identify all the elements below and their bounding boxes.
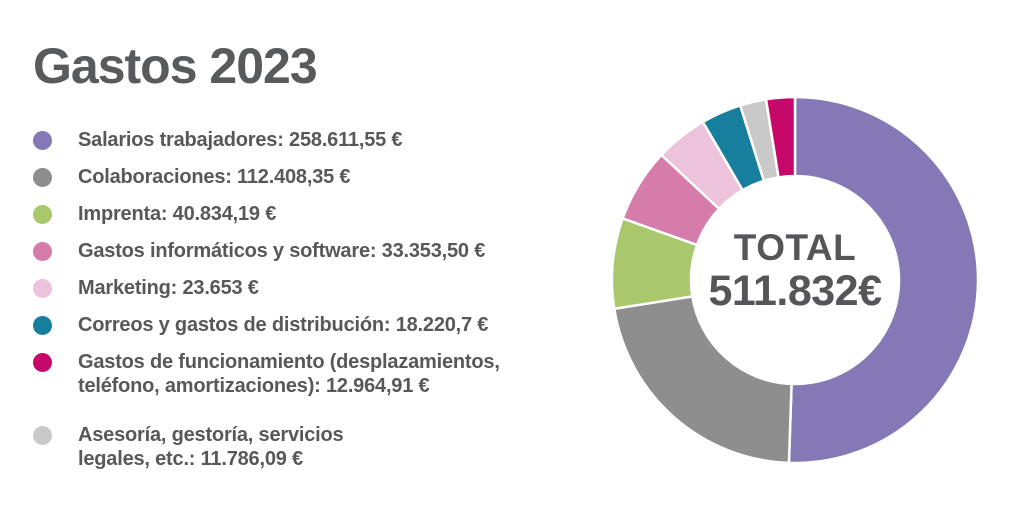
legend-bullet-icon bbox=[33, 205, 52, 224]
legend-item-salarios: Salarios trabajadores: 258.611,55 € bbox=[33, 128, 598, 152]
donut-chart: TOTAL 511.832€ bbox=[600, 85, 990, 475]
donut-chart-svg bbox=[610, 95, 980, 465]
legend-bullet-icon bbox=[33, 426, 52, 445]
legend-label: Imprenta: 40.834,19 € bbox=[78, 203, 277, 225]
legend-item-correos: Correos y gastos de distribución: 18.220… bbox=[33, 313, 598, 337]
legend-label: Gastos informáticos y software: 33.353,5… bbox=[78, 240, 486, 262]
legend-label: Salarios trabajadores: 258.611,55 € bbox=[78, 129, 403, 151]
left-column: Gastos 2023 Salarios trabajadores: 258.6… bbox=[33, 40, 598, 484]
legend-item-colaboraciones: Colaboraciones: 112.408,35 € bbox=[33, 165, 598, 189]
legend-label: Correos y gastos de distribución: 18.220… bbox=[78, 314, 489, 336]
legend-bullet-icon bbox=[33, 168, 52, 187]
legend-item-gastos_funcionamiento: Gastos de funcionamiento (desplazamiento… bbox=[33, 350, 598, 398]
total-value: 511.832€ bbox=[708, 267, 882, 315]
legend-bullet-icon bbox=[33, 316, 52, 335]
donut-center-text: TOTAL 511.832€ bbox=[708, 227, 882, 315]
legend-bullet-icon bbox=[33, 131, 52, 150]
donut-slice-gastos_funcionamiento bbox=[764, 95, 797, 179]
page-title: Gastos 2023 bbox=[33, 38, 318, 94]
legend-label: Gastos de funcionamiento (desplazamiento… bbox=[78, 351, 500, 397]
legend-bullet-icon bbox=[33, 279, 52, 298]
total-label: TOTAL bbox=[733, 227, 857, 268]
legend-label: Asesoría, gestoría, servicios legales, et… bbox=[78, 424, 344, 470]
legend-bullet-icon bbox=[33, 242, 52, 261]
legend-item-marketing: Marketing: 23.653 € bbox=[33, 276, 598, 300]
chart-legend: Salarios trabajadores: 258.611,55 € Colab… bbox=[33, 128, 598, 471]
legend-label: Marketing: 23.653 € bbox=[78, 277, 259, 299]
legend-bullet-icon bbox=[33, 353, 52, 372]
donut-slice-colaboraciones bbox=[613, 295, 793, 465]
donut-slice-salarios bbox=[787, 95, 980, 465]
legend-item-asesoria: Asesoría, gestoría, servicios legales, et… bbox=[33, 423, 598, 471]
legend-item-imprenta: Imprenta: 40.834,19 € bbox=[33, 202, 598, 226]
legend-label: Colaboraciones: 112.408,35 € bbox=[78, 166, 351, 188]
legend-item-gastos_informaticos: Gastos informáticos y software: 33.353,5… bbox=[33, 239, 598, 263]
